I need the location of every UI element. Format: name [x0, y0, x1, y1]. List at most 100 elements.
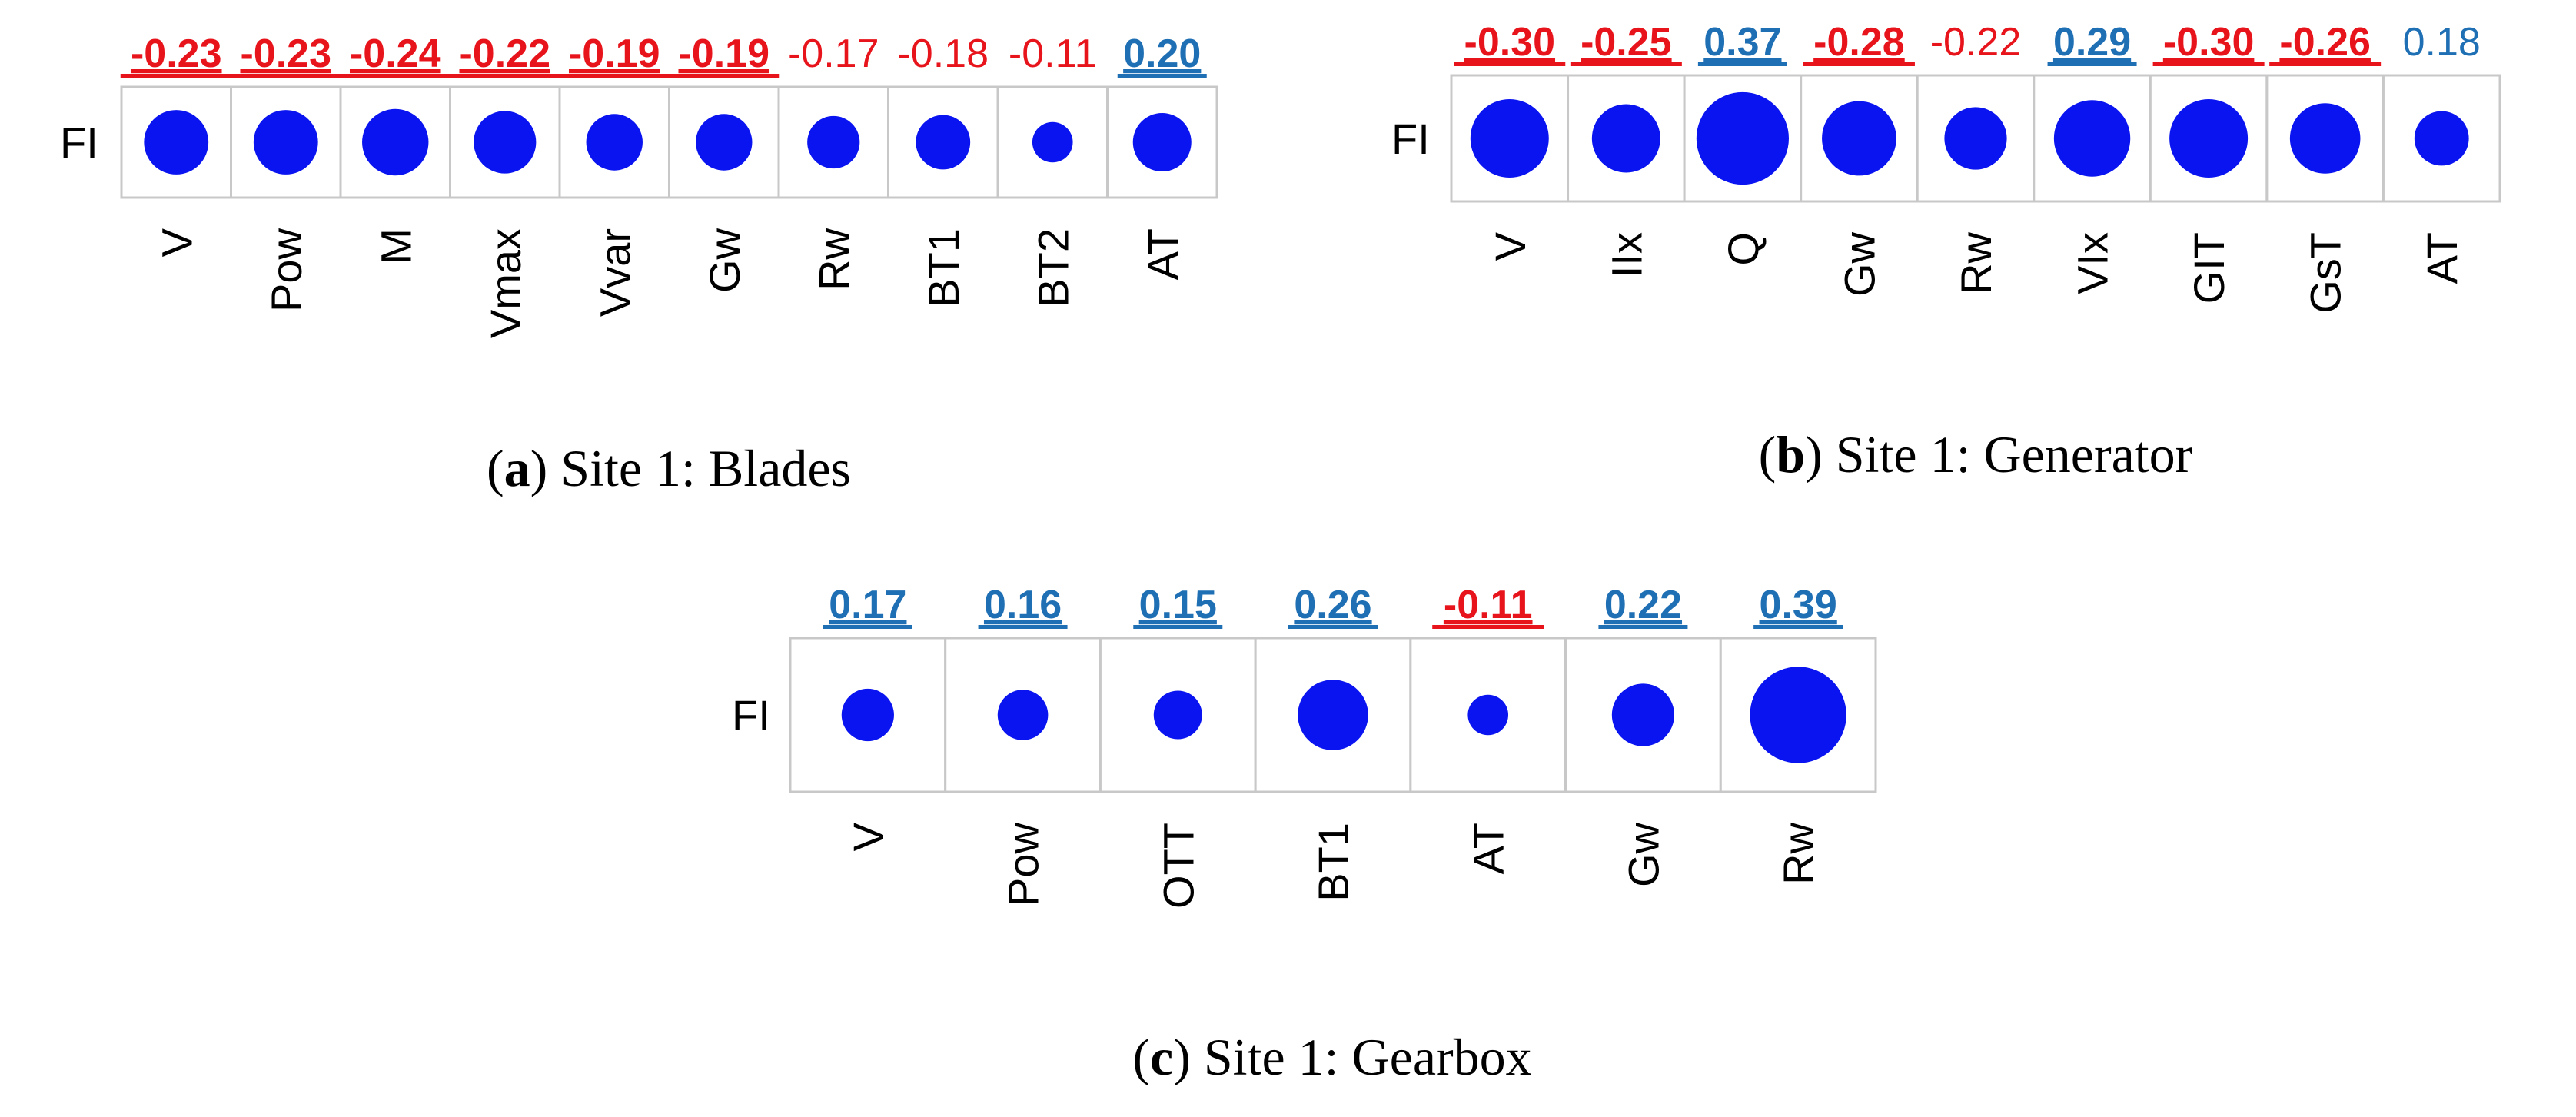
- variable-label: V: [1486, 231, 1534, 261]
- significance-underline: [1570, 62, 1682, 66]
- significance-underline: [558, 74, 670, 78]
- variable-label: M: [371, 228, 420, 264]
- significance-underline: [2269, 62, 2382, 66]
- correlation-value-label: -0.19: [569, 32, 660, 76]
- correlation-value-label: 0.18: [2403, 20, 2481, 65]
- variable-label: GsT: [2302, 232, 2350, 314]
- variable-label: Q: [1719, 232, 1767, 266]
- correlation-dot: [1944, 107, 2007, 170]
- correlation-dot: [1470, 99, 1549, 178]
- matrix-cell: [1099, 637, 1257, 793]
- correlation-value-label: -0.24: [350, 32, 441, 76]
- correlation-value-label: -0.19: [678, 32, 769, 76]
- variable-label: Gw: [1619, 822, 1667, 887]
- significance-underline: [1753, 625, 1843, 629]
- correlation-value-label: -0.30: [2163, 20, 2255, 65]
- correlation-value-label: -0.25: [1581, 20, 1672, 65]
- panel-b: FI -0.30 V -0.25 IIx 0.37 Q -0.28 Gw -0.22 Rw 0.29 V…: [1391, 20, 2501, 484]
- variable-label: IIx: [1602, 232, 1650, 278]
- matrix-cell: [1800, 74, 1919, 203]
- correlation-dot: [807, 115, 860, 169]
- significance-underline: [1803, 62, 1915, 66]
- significance-underline: [823, 625, 912, 629]
- significance-underline: [449, 74, 561, 78]
- correlation-value-label: 0.22: [1604, 583, 1682, 627]
- correlation-dot: [144, 110, 209, 175]
- correlation-value-label: -0.11: [1009, 32, 1097, 76]
- correlation-value-label: -0.11: [1444, 583, 1533, 627]
- correlation-dot: [1132, 113, 1192, 171]
- correlation-dot: [253, 110, 318, 175]
- correlation-value-label: -0.22: [459, 32, 550, 76]
- variable-label: Gw: [700, 228, 749, 293]
- correlation-dot: [1032, 121, 1073, 163]
- significance-underline: [1288, 625, 1378, 629]
- row-label: FI: [60, 118, 98, 167]
- panel-caption: (b) Site 1: Generator: [1759, 425, 2193, 484]
- correlation-dot: [362, 108, 429, 176]
- correlation-dot: [2414, 111, 2469, 166]
- variable-label: Pow: [999, 822, 1048, 906]
- correlation-value-label: -0.26: [2279, 20, 2371, 65]
- variable-label: BT1: [919, 228, 968, 308]
- variable-label: Rw: [1952, 231, 2000, 294]
- variable-label: V: [844, 822, 892, 851]
- significance-underline: [230, 74, 342, 78]
- panel-a: FI -0.23 V -0.23 Pow -0.24 M -0.22 Vmax -0.19 Vvar…: [60, 32, 1218, 497]
- significance-underline: [978, 625, 1068, 629]
- correlation-dot: [2289, 103, 2361, 174]
- correlation-value-label: 0.16: [984, 583, 1062, 627]
- variable-label: Gw: [1835, 231, 1883, 297]
- correlation-value-label: 0.39: [1760, 583, 1837, 627]
- significance-underline: [120, 74, 232, 78]
- variable-label: BT2: [1029, 228, 1077, 308]
- correlation-value-label: 0.17: [829, 583, 906, 627]
- variable-label: OTT: [1154, 823, 1202, 909]
- correlation-dot: [997, 690, 1049, 740]
- correlation-dot: [1298, 680, 1368, 750]
- variable-label: AT: [1464, 823, 1513, 874]
- correlation-dot: [916, 115, 971, 170]
- significance-underline: [1117, 74, 1207, 78]
- correlation-dot: [1591, 104, 1660, 173]
- variable-label: BT1: [1309, 823, 1358, 902]
- correlation-value-label: -0.28: [1813, 20, 1905, 65]
- variable-label: VIx: [2069, 232, 2117, 294]
- correlation-value-label: -0.17: [788, 32, 879, 76]
- correlation-dot: [841, 688, 894, 742]
- variable-label: Rw: [1774, 822, 1823, 884]
- correlation-dot: [1467, 694, 1509, 736]
- significance-underline: [1697, 62, 1787, 66]
- correlation-dot: [586, 114, 643, 171]
- correlation-value-label: -0.22: [1930, 20, 2022, 65]
- row-label: FI: [1391, 115, 1430, 163]
- correlation-value-label: 0.29: [2053, 20, 2131, 65]
- correlation-value-label: -0.23: [131, 32, 222, 76]
- correlation-value-label: 0.20: [1123, 32, 1201, 76]
- correlation-value-label: 0.15: [1139, 583, 1217, 627]
- panel-caption: (c) Site 1: Gearbox: [1132, 1028, 1531, 1086]
- correlation-dot: [1750, 667, 1846, 763]
- significance-underline: [668, 74, 780, 78]
- correlation-value-label: -0.23: [240, 32, 331, 76]
- correlation-dot: [1696, 91, 1789, 185]
- significance-underline: [339, 74, 451, 78]
- significance-underline: [2047, 62, 2137, 66]
- correlation-value-label: -0.30: [1464, 20, 1556, 65]
- variable-label: AT: [2418, 232, 2466, 284]
- correlation-dot: [2053, 100, 2131, 177]
- variable-label: AT: [1138, 228, 1187, 280]
- correlation-value-label: 0.37: [1703, 20, 1781, 65]
- variable-label: Rw: [809, 228, 858, 290]
- correlation-value-label: -0.18: [897, 32, 989, 76]
- correlation-dot: [1822, 101, 1896, 176]
- row-label: FI: [732, 691, 770, 740]
- correlation-dot: [474, 111, 537, 174]
- correlation-dot: [2169, 99, 2249, 178]
- correlation-dot: [696, 114, 753, 171]
- variable-label: GIT: [2185, 232, 2233, 304]
- matrix-cell: [887, 85, 999, 199]
- variable-label: Vvar: [590, 228, 639, 317]
- variable-label: Vmax: [481, 228, 530, 338]
